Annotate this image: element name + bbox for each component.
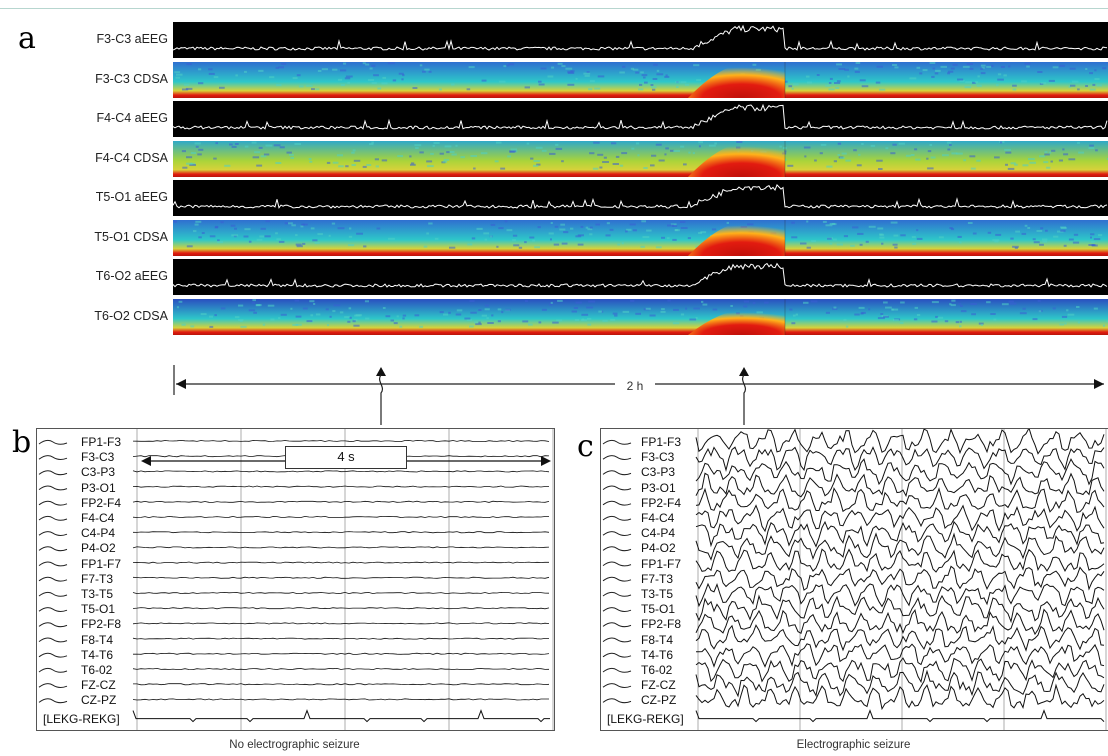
cdsa-spectrogram [173,61,1108,98]
cdsa-spectrogram [173,219,1108,256]
aeeg-trend [173,22,1108,58]
panel-c-eeg-page: FP1-F3 F3-C3 C3-P3 P3-O1 FP2-F4 F4-C4 C4-P4 P4-… [600,428,1108,731]
ekg-label: [LEKG-REKG] [607,711,684,726]
channel-label: C3-P3 [641,465,676,480]
channel-label: FP2-F4 [81,495,122,510]
panel-b-caption: No electrographic seizure [229,739,360,751]
channel-label: FZ-CZ [81,678,116,693]
time-scale-label: 4 s [337,449,355,464]
channel-label: F8-T4 [641,632,674,647]
channel-label: FP1-F7 [81,556,122,571]
strip-label: F3-C3 aEEG [96,32,168,46]
channel-label: F4-C4 [81,511,115,525]
timeline-arrow [173,365,1104,425]
channel-label: FP2-F4 [641,495,682,510]
channel-label: C3-P3 [81,465,116,480]
channel-label: F3-C3 [641,450,675,465]
channel-label: T6-02 [81,663,113,677]
channel-label: P3-O1 [641,480,676,495]
channel-label: P3-O1 [81,480,116,495]
time-scale-box: 4 s [285,446,407,469]
strip-label: T6-O2 CDSA [94,308,168,323]
channel-label: C4-P4 [641,526,676,541]
channel-label: P4-O2 [81,541,116,556]
strip-label: F4-C4 CDSA [95,150,168,165]
aeeg-trend [173,101,1108,137]
channel-label: FP1-F3 [81,435,122,449]
channel-label: FP2-F8 [81,617,122,632]
cdsa-spectrogram [173,140,1108,177]
panel-c-traces [602,429,1107,730]
channel-label: T5-O1 [81,602,116,617]
strip-label: F4-C4 aEEG [96,111,168,125]
channel-label: F3-C3 [81,450,115,465]
channel-label: F8-T4 [81,632,114,647]
channel-label: T3-T5 [641,587,674,601]
channel-label: T3-T5 [81,587,114,601]
strip-label: F3-C3 CDSA [95,71,168,86]
channel-label: T4-T6 [81,647,114,662]
panel-c-caption: Electrographic seizure [796,739,911,751]
channel-label: FZ-CZ [641,678,676,693]
channel-label: F7-T3 [641,571,674,586]
panel-b-traces [38,429,554,730]
channel-label: T4-T6 [641,647,674,662]
channel-label: FP2-F8 [641,617,682,632]
strip-label: T5-O1 aEEG [95,190,168,204]
panel-c-letter: c [577,429,594,464]
duration-label: 2 h [615,379,655,393]
ekg-label: [LEKG-REKG] [43,711,120,726]
channel-label: CZ-PZ [641,693,677,708]
panel-b-eeg-page: FP1-F3 F3-C3 C3-P3 P3-O1 FP2-F4 F4-C4 C4-P4 P4-… [36,428,555,731]
top-rule [0,8,1108,9]
channel-label: T6-02 [641,663,673,677]
channel-label: F7-T3 [81,571,114,586]
strip-label: T6-O2 aEEG [95,269,168,283]
channel-label: FP1-F7 [641,556,682,571]
channel-label: T5-O1 [641,602,676,617]
channel-label: CZ-PZ [81,693,117,708]
channel-label: FP1-F3 [641,435,682,449]
cdsa-spectrogram [173,298,1108,335]
panel-a-letter: a [18,21,36,56]
panel-b-letter: b [12,425,32,460]
aeeg-trend [173,259,1108,295]
aeeg-trend [173,180,1108,216]
channel-label: F4-C4 [641,511,675,525]
channel-label: C4-P4 [81,526,116,541]
strip-label: T5-O1 CDSA [94,229,168,244]
channel-label: P4-O2 [641,541,676,556]
